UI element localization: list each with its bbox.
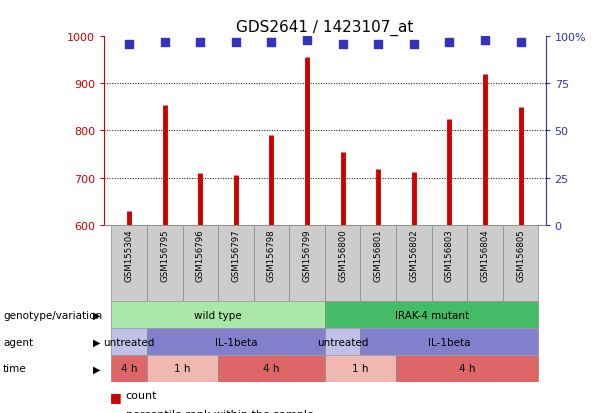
Text: 1 h: 1 h <box>174 363 191 374</box>
Point <box>409 41 419 48</box>
Title: GDS2641 / 1423107_at: GDS2641 / 1423107_at <box>236 20 414 36</box>
Text: IL-1beta: IL-1beta <box>428 337 471 347</box>
Bar <box>360 328 538 355</box>
Text: time: time <box>3 363 27 374</box>
Text: GSM156805: GSM156805 <box>516 229 525 282</box>
Text: GSM156798: GSM156798 <box>267 229 276 281</box>
Text: wild type: wild type <box>194 310 242 320</box>
Point <box>124 41 134 48</box>
Point <box>196 40 205 46</box>
Bar <box>289 225 325 301</box>
Bar <box>112 301 325 328</box>
Bar <box>112 225 147 301</box>
Point <box>444 40 454 46</box>
Bar <box>147 355 218 382</box>
Text: untreated: untreated <box>317 337 368 347</box>
Text: GSM156797: GSM156797 <box>231 229 240 281</box>
Text: 4 h: 4 h <box>459 363 476 374</box>
Bar <box>503 225 538 301</box>
Text: IRAK-4 mutant: IRAK-4 mutant <box>395 310 469 320</box>
Bar <box>432 225 467 301</box>
Text: 4 h: 4 h <box>263 363 280 374</box>
Bar <box>467 225 503 301</box>
Text: ■: ■ <box>110 390 122 403</box>
Point <box>160 40 170 46</box>
Text: genotype/variation: genotype/variation <box>3 310 102 320</box>
Text: GSM156799: GSM156799 <box>303 229 311 281</box>
Text: GSM156801: GSM156801 <box>374 229 383 282</box>
Text: 4 h: 4 h <box>121 363 137 374</box>
Text: GSM155304: GSM155304 <box>124 229 134 282</box>
Bar <box>396 225 432 301</box>
Bar <box>325 225 360 301</box>
Point <box>373 41 383 48</box>
Bar <box>325 355 396 382</box>
Text: ▶: ▶ <box>93 363 101 374</box>
Bar <box>183 225 218 301</box>
Text: 1 h: 1 h <box>352 363 369 374</box>
Text: ■: ■ <box>110 409 122 413</box>
Point <box>267 40 276 46</box>
Point <box>480 38 490 44</box>
Point <box>231 40 241 46</box>
Bar <box>325 328 360 355</box>
Bar <box>218 225 254 301</box>
Text: agent: agent <box>3 337 33 347</box>
Text: GSM156796: GSM156796 <box>196 229 205 281</box>
Bar <box>360 225 396 301</box>
Text: ▶: ▶ <box>93 310 101 320</box>
Bar <box>112 355 147 382</box>
Text: GSM156803: GSM156803 <box>445 229 454 282</box>
Bar <box>218 355 325 382</box>
Point <box>338 41 348 48</box>
Text: ▶: ▶ <box>93 337 101 347</box>
Text: untreated: untreated <box>104 337 155 347</box>
Text: GSM156795: GSM156795 <box>160 229 169 281</box>
Text: IL-1beta: IL-1beta <box>215 337 257 347</box>
Text: GSM156800: GSM156800 <box>338 229 347 282</box>
Bar <box>325 301 538 328</box>
Bar <box>147 328 325 355</box>
Bar <box>147 225 183 301</box>
Point <box>516 40 525 46</box>
Point <box>302 38 312 44</box>
Text: percentile rank within the sample: percentile rank within the sample <box>126 409 313 413</box>
Text: GSM156802: GSM156802 <box>409 229 419 282</box>
Text: count: count <box>126 390 157 400</box>
Bar <box>396 355 538 382</box>
Bar <box>254 225 289 301</box>
Text: GSM156804: GSM156804 <box>481 229 490 282</box>
Bar <box>112 328 147 355</box>
